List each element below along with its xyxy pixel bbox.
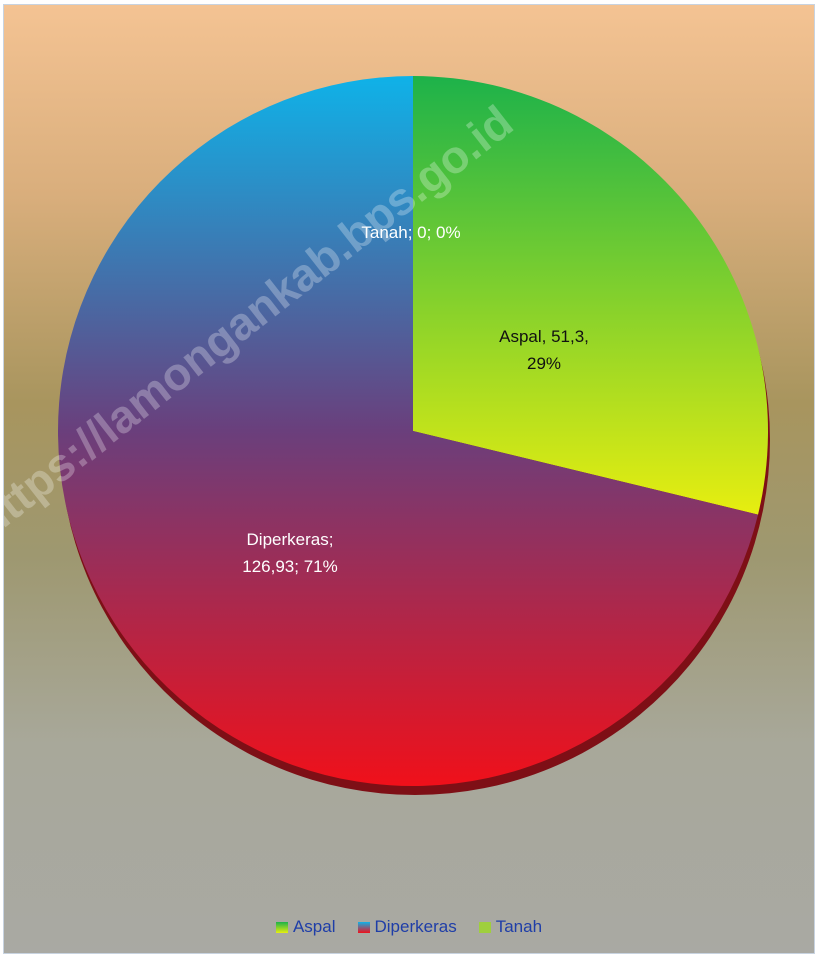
pie-chart: Tanah; 0; 0% Aspal, 51,3, 29% Diperkeras…: [57, 76, 770, 795]
legend-swatch-tanah: [478, 921, 491, 933]
data-label-tanah: Tanah; 0; 0%: [361, 223, 460, 242]
legend-swatch-aspal: [275, 921, 288, 933]
data-label-diperkeras-line1: Diperkeras;: [247, 530, 334, 549]
chart-area: Tanah; 0; 0% Aspal, 51,3, 29% Diperkeras…: [3, 4, 815, 954]
legend: Aspal Diperkeras Tanah: [4, 917, 814, 937]
legend-label-aspal: Aspal: [292, 917, 336, 936]
legend-item-tanah: Tanah: [478, 917, 543, 937]
legend-item-diperkeras: Diperkeras: [357, 917, 457, 937]
pie-slice-aspal: [413, 76, 768, 515]
legend-item-aspal: Aspal: [275, 917, 336, 937]
data-label-diperkeras-line2: 126,93; 71%: [242, 557, 337, 576]
data-label-aspal-line2: 29%: [527, 354, 561, 373]
pie-slice-diperkeras: [57, 76, 759, 786]
legend-swatch-diperkeras: [357, 921, 370, 933]
data-label-aspal-line1: Aspal, 51,3,: [499, 327, 589, 346]
legend-label-diperkeras: Diperkeras: [374, 917, 457, 936]
legend-label-tanah: Tanah: [495, 917, 543, 936]
